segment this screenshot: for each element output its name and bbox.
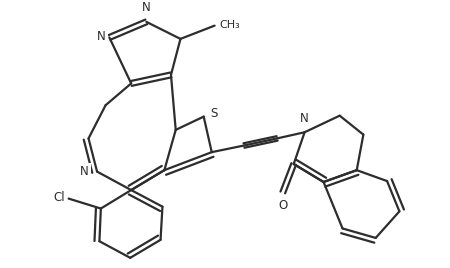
Text: N: N <box>97 30 106 43</box>
Text: N: N <box>300 112 309 125</box>
Text: O: O <box>278 199 288 212</box>
Text: Cl: Cl <box>53 191 65 204</box>
Text: CH₃: CH₃ <box>219 20 240 30</box>
Text: N: N <box>80 165 89 178</box>
Text: N: N <box>142 1 151 14</box>
Text: S: S <box>210 107 218 120</box>
